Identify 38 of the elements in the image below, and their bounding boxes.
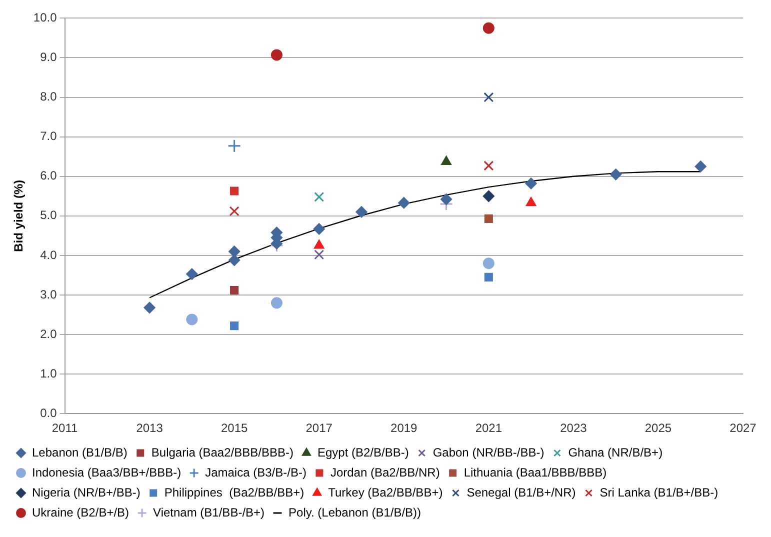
y-tick-label: 0.0 <box>40 406 58 420</box>
x-tick-label: 2027 <box>730 421 757 436</box>
y-tick-label: 7.0 <box>40 129 58 144</box>
legend-label: Ghana (NR/B/B+) <box>568 445 663 460</box>
legend-label: Philippines (Ba2/BB/BB+) <box>164 485 304 500</box>
y-tick-label: 5.0 <box>40 208 58 222</box>
x-tick-label: 2023 <box>560 421 588 436</box>
legend-label: Bulgaria (Baa2/BBB/BBB-) <box>151 445 294 460</box>
x-tick-label: 2011 <box>52 421 78 436</box>
y-tick-label: 2.0 <box>40 326 58 341</box>
x-tick-label: 2021 <box>475 421 502 436</box>
legend-label: Poly. (Lebanon (B1/B/B)) <box>288 505 422 520</box>
y-tick-label: 8.0 <box>40 90 58 104</box>
legend-label: Egypt (B2/B/BB-) <box>317 445 409 460</box>
y-tick-label: 6.0 <box>40 168 58 183</box>
x-tick-label: 2017 <box>306 421 333 436</box>
y-axis-title: Bid yield (%) <box>12 180 26 252</box>
legend-label: Ukraine (B2/B+/B) <box>32 505 130 520</box>
x-tick-label: 2015 <box>220 421 248 436</box>
y-tick-label: 9.0 <box>40 50 58 64</box>
legend-label: Lebanon (B1/B/B) <box>32 445 128 460</box>
legend-label: Nigeria (NR/B+/BB-) <box>32 485 140 500</box>
legend-label: Jordan (Ba2/BB/NR) <box>330 465 440 480</box>
y-tick-label: 10.0 <box>33 10 58 25</box>
y-tick-label: 4.0 <box>40 248 58 262</box>
legend-label: Turkey (Ba2/BB/BB+) <box>328 485 443 500</box>
x-tick-label: 2025 <box>644 421 672 436</box>
x-tick-label: 2013 <box>136 421 164 436</box>
legend-label: Gabon (NR/BB-/BB-) <box>432 445 544 460</box>
legend-label: Vietnam (B1/BB-/B+) <box>153 505 265 520</box>
y-tick-label: 1.0 <box>40 366 58 380</box>
legend-label: Senegal (B1/B+/NR) <box>466 485 576 500</box>
y-tick-label: 3.0 <box>40 287 58 302</box>
legend-label: Jamaica (B3/B-/B-) <box>205 465 306 480</box>
legend-label: Sri Lanka (B1/B+/BB-) <box>600 485 718 500</box>
x-tick-label: 2019 <box>390 421 418 436</box>
legend-label: Lithuania (Baa1/BBB/BBB) <box>464 465 607 480</box>
legend-label: Indonesia (Baa3/BB+/BBB-) <box>32 465 182 480</box>
